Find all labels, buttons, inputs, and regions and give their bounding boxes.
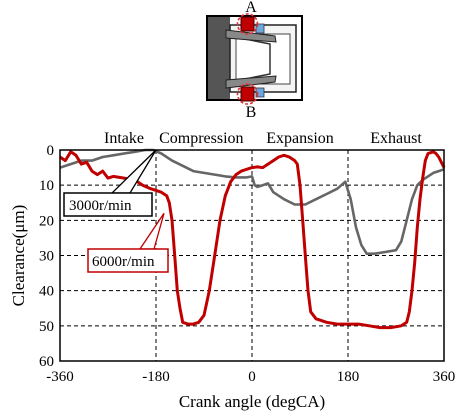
- inset-label-a: A: [245, 0, 257, 16]
- upper-ring: [225, 29, 277, 43]
- y-tick-label: 60: [39, 354, 54, 370]
- x-axis-label: Crank angle (degCA): [179, 392, 325, 411]
- annotation-6000-pointer: [138, 212, 165, 250]
- annotation-3000-box: [63, 192, 153, 217]
- contact-spot-b: [240, 86, 255, 102]
- annotation-3000: 3000r/min: [63, 149, 157, 217]
- x-tick-label: -360: [46, 369, 74, 385]
- stroke-label: Compression: [159, 130, 243, 147]
- y-tick-label: 10: [39, 178, 54, 194]
- highlight-circle-b: [236, 83, 259, 105]
- stroke-label: Intake: [104, 130, 144, 147]
- x-tick-label: 360: [433, 369, 456, 385]
- piston-taper: [239, 37, 271, 81]
- x-tick-label: 0: [248, 369, 256, 385]
- stroke-label: Expansion: [266, 130, 334, 147]
- x-tick-label: 180: [337, 369, 360, 385]
- y-tick-label: 40: [39, 284, 54, 300]
- y-tick-label: 20: [39, 213, 54, 229]
- y-tick-label: 30: [39, 249, 54, 265]
- annotation-3000-text: 3000r/min: [69, 198, 132, 214]
- inset-label-b: B: [246, 104, 257, 121]
- seal-bottom: [255, 87, 265, 98]
- stroke-labels: Intake Compression Expansion Exhaust: [104, 130, 422, 147]
- stroke-label: Exhaust: [370, 130, 422, 147]
- annotation-6000-text: 6000r/min: [92, 254, 155, 270]
- plot-frame: [59, 149, 445, 362]
- highlight-circle-a: [236, 13, 259, 35]
- y-axis-label: Clearance(μm): [9, 205, 28, 307]
- cylinder-wall: [208, 17, 230, 99]
- piston-inner: [235, 33, 291, 85]
- y-tick-labels: 0 10 20 30 40 50 60: [39, 143, 54, 370]
- seal-top: [255, 23, 265, 34]
- contact-spot-a: [240, 16, 255, 32]
- y-tick-label: 0: [47, 143, 55, 159]
- x-tick-labels: -360 -180 0 180 360: [46, 369, 455, 385]
- ring-inset-diagram: A B: [206, 0, 303, 121]
- lower-ring: [225, 75, 277, 89]
- annotation-6000-box: [87, 248, 169, 273]
- y-tick-label: 50: [39, 319, 54, 335]
- annotation-6000: 6000r/min: [87, 212, 169, 273]
- x-tick-label: -180: [142, 369, 170, 385]
